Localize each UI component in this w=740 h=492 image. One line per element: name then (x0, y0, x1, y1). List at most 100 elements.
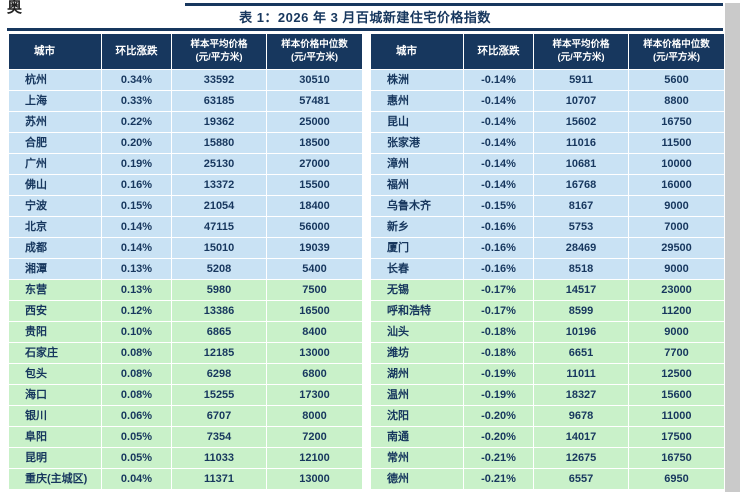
median-price-cell: 30510 (266, 69, 363, 91)
table-row: 厦门 -0.16% 28469 29500 (370, 237, 725, 259)
table-row: 昆山 -0.14% 15602 16750 (370, 111, 725, 133)
median-price-cell: 29500 (628, 237, 725, 259)
tables-container: 城市 环比涨跌 样本平均价格 (元/平方米) 样本价格中位数 (元/平方米) 杭… (8, 33, 740, 490)
median-price-cell: 5400 (266, 258, 363, 280)
median-price-cell: 7200 (266, 426, 363, 448)
avg-price-cell: 6865 (171, 321, 267, 343)
table-row: 惠州 -0.14% 10707 8800 (370, 90, 725, 112)
median-price-cell: 7500 (266, 279, 363, 301)
change-cell: 0.14% (101, 237, 172, 259)
col-header-avg-line2: (元/平方米) (195, 51, 243, 63)
change-cell: -0.17% (463, 279, 534, 301)
city-cell: 湖州 (370, 363, 464, 385)
city-cell: 南通 (370, 426, 464, 448)
table-row: 乌鲁木齐 -0.15% 8167 9000 (370, 195, 725, 217)
avg-price-cell: 10707 (533, 90, 629, 112)
city-cell: 温州 (370, 384, 464, 406)
avg-price-cell: 6707 (171, 405, 267, 427)
avg-price-cell: 15880 (171, 132, 267, 154)
city-cell: 潍坊 (370, 342, 464, 364)
median-price-cell: 25000 (266, 111, 363, 133)
col-header-change: 环比涨跌 (101, 33, 172, 70)
table-row: 新乡 -0.16% 5753 7000 (370, 216, 725, 238)
avg-price-cell: 5980 (171, 279, 267, 301)
change-cell: 0.34% (101, 69, 172, 91)
table-row: 沈阳 -0.20% 9678 11000 (370, 405, 725, 427)
median-price-cell: 12100 (266, 447, 363, 469)
city-cell: 阜阳 (8, 426, 102, 448)
table-row: 温州 -0.19% 18327 15600 (370, 384, 725, 406)
city-cell: 昆明 (8, 447, 102, 469)
avg-price-cell: 13386 (171, 300, 267, 322)
city-cell: 石家庄 (8, 342, 102, 364)
change-cell: -0.16% (463, 237, 534, 259)
median-price-cell: 8800 (628, 90, 725, 112)
median-price-cell: 57481 (266, 90, 363, 112)
city-cell: 成都 (8, 237, 102, 259)
change-cell: 0.08% (101, 363, 172, 385)
median-price-cell: 13000 (266, 342, 363, 364)
city-cell: 新乡 (370, 216, 464, 238)
avg-price-cell: 6651 (533, 342, 629, 364)
table-row: 湖州 -0.19% 11011 12500 (370, 363, 725, 385)
price-table-right: 城市 环比涨跌 样本平均价格 (元/平方米) 样本价格中位数 (元/平方米) 株… (370, 33, 725, 490)
city-cell: 宁波 (8, 195, 102, 217)
city-cell: 无锡 (370, 279, 464, 301)
change-cell: -0.16% (463, 216, 534, 238)
col-header-median-line1: 样本价格中位数 (643, 39, 710, 51)
median-price-cell: 19039 (266, 237, 363, 259)
avg-price-cell: 12675 (533, 447, 629, 469)
median-price-cell: 56000 (266, 216, 363, 238)
city-cell: 厦门 (370, 237, 464, 259)
table-row: 汕头 -0.18% 10196 9000 (370, 321, 725, 343)
change-cell: -0.14% (463, 174, 534, 196)
change-cell: 0.22% (101, 111, 172, 133)
city-cell: 东营 (8, 279, 102, 301)
avg-price-cell: 5208 (171, 258, 267, 280)
change-cell: -0.19% (463, 384, 534, 406)
median-price-cell: 18500 (266, 132, 363, 154)
avg-price-cell: 15602 (533, 111, 629, 133)
city-cell: 合肥 (8, 132, 102, 154)
avg-price-cell: 21054 (171, 195, 267, 217)
change-cell: 0.05% (101, 447, 172, 469)
change-cell: -0.14% (463, 132, 534, 154)
city-cell: 广州 (8, 153, 102, 175)
change-cell: 0.16% (101, 174, 172, 196)
avg-price-cell: 6557 (533, 468, 629, 490)
table-row: 重庆(主城区) 0.04% 11371 13000 (8, 468, 363, 490)
median-price-cell: 17500 (628, 426, 725, 448)
median-price-cell: 18400 (266, 195, 363, 217)
city-cell: 乌鲁木齐 (370, 195, 464, 217)
median-price-cell: 5600 (628, 69, 725, 91)
avg-price-cell: 8599 (533, 300, 629, 322)
avg-price-cell: 11016 (533, 132, 629, 154)
table-row: 北京 0.14% 47115 56000 (8, 216, 363, 238)
table-row: 佛山 0.16% 13372 15500 (8, 174, 363, 196)
city-cell: 杭州 (8, 69, 102, 91)
col-header-avg-line1: 样本平均价格 (552, 39, 610, 51)
change-cell: -0.16% (463, 258, 534, 280)
table-row: 株洲 -0.14% 5911 5600 (370, 69, 725, 91)
change-cell: 0.10% (101, 321, 172, 343)
change-cell: -0.14% (463, 69, 534, 91)
median-price-cell: 17300 (266, 384, 363, 406)
city-cell: 沈阳 (370, 405, 464, 427)
median-price-cell: 11000 (628, 405, 725, 427)
change-cell: 0.13% (101, 258, 172, 280)
city-cell: 德州 (370, 468, 464, 490)
change-cell: 0.15% (101, 195, 172, 217)
city-cell: 常州 (370, 447, 464, 469)
median-price-cell: 15600 (628, 384, 725, 406)
table-row: 潍坊 -0.18% 6651 7700 (370, 342, 725, 364)
avg-price-cell: 6298 (171, 363, 267, 385)
avg-price-cell: 19362 (171, 111, 267, 133)
median-price-cell: 16750 (628, 111, 725, 133)
city-cell: 贵阳 (8, 321, 102, 343)
table-body-left: 杭州 0.34% 33592 30510 上海 0.33% 63185 57481 苏州 0.22… (8, 69, 363, 490)
city-cell: 张家港 (370, 132, 464, 154)
avg-price-cell: 8167 (533, 195, 629, 217)
median-price-cell: 13000 (266, 468, 363, 490)
median-price-cell: 7700 (628, 342, 725, 364)
city-cell: 福州 (370, 174, 464, 196)
